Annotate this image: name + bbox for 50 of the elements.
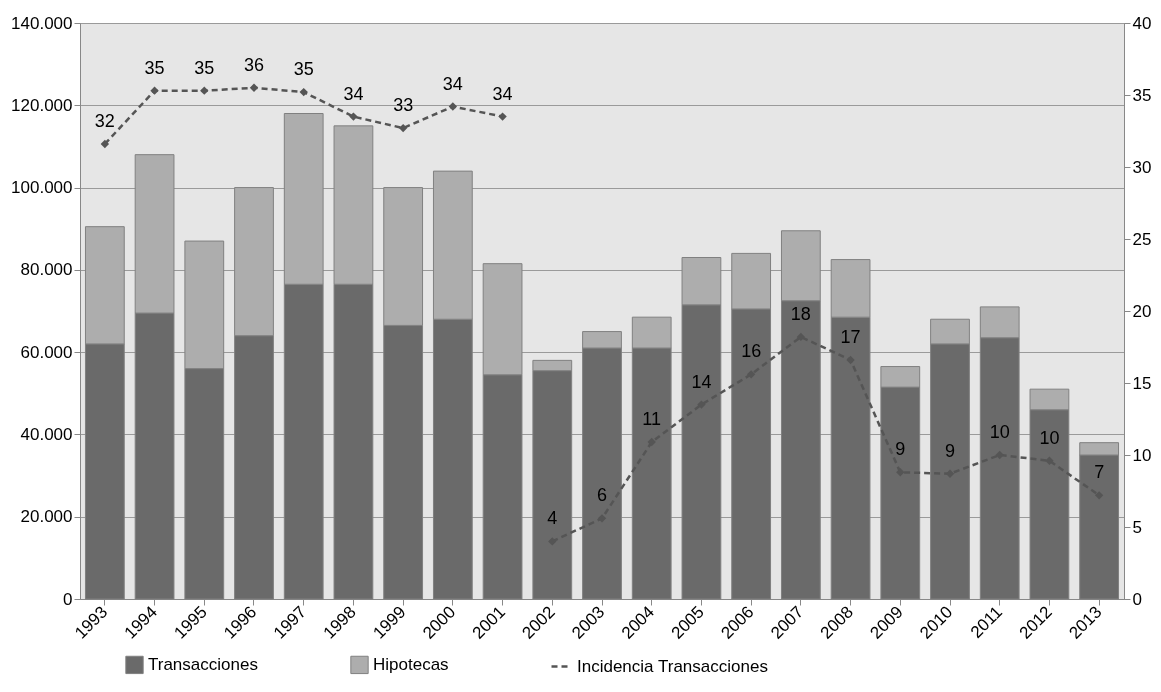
data-label: 35	[144, 57, 165, 78]
point	[299, 87, 308, 97]
point	[398, 123, 408, 133]
data-label: 10	[1039, 427, 1060, 448]
legend-label: Transacciones	[148, 654, 258, 674]
data-label: 34	[492, 83, 513, 104]
y-tick-label: 140.000	[11, 13, 73, 33]
data-label: 11	[642, 409, 662, 430]
y2-tick-label: 35	[1132, 85, 1152, 105]
data-label: 16	[741, 341, 762, 362]
y-tick-label: 0	[63, 589, 73, 609]
data-label: 4	[547, 508, 558, 529]
y2-tick-label: 0	[1132, 589, 1142, 609]
y2-tick-label: 30	[1132, 157, 1152, 177]
point	[498, 112, 507, 121]
y2-tick-label: 20	[1132, 301, 1152, 321]
data-label: 35	[293, 59, 314, 80]
y-tick-label: 100.000	[11, 178, 73, 198]
data-label: 35	[194, 57, 215, 78]
y2-tick-label: 15	[1132, 373, 1152, 393]
point	[349, 112, 358, 121]
y-tick-label: 60.000	[20, 342, 73, 362]
y2-tick-label: 10	[1132, 445, 1152, 465]
data-label: 6	[596, 485, 608, 506]
y-tick-label: 120.000	[11, 95, 73, 115]
data-label: 34	[343, 83, 364, 104]
data-label: 10	[989, 422, 1010, 442]
data-label: 14	[691, 371, 712, 392]
data-label: 9	[944, 440, 956, 461]
legend-label: Incidencia Transacciones	[577, 656, 768, 676]
point	[150, 86, 159, 95]
y-tick-label: 20.000	[20, 507, 73, 527]
data-label: 33	[393, 95, 414, 116]
point	[200, 86, 209, 95]
data-label: 17	[840, 326, 861, 347]
data-label: 36	[243, 54, 265, 75]
data-label: 18	[790, 303, 811, 324]
legend-label: Hipotecas	[373, 654, 449, 674]
data-label: 7	[1094, 462, 1105, 483]
point	[249, 83, 259, 92]
y-tick-label: 80.000	[20, 260, 73, 280]
data-label: 34	[442, 73, 463, 94]
y-tick-label: 40.000	[20, 424, 73, 444]
y2-tick-label: 25	[1132, 229, 1152, 249]
y2-tick-label: 40	[1132, 13, 1152, 33]
point	[100, 139, 110, 149]
y2-tick-label: 5	[1132, 517, 1142, 537]
data-label: 32	[94, 110, 115, 131]
point	[448, 102, 458, 111]
data-label: 9	[895, 439, 906, 460]
